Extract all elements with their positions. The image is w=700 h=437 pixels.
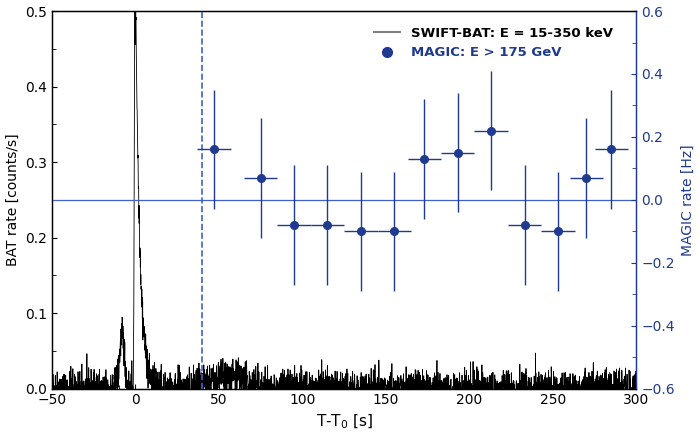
Legend: SWIFT-BAT: E = 15-350 keV, MAGIC: E > 175 GeV: SWIFT-BAT: E = 15-350 keV, MAGIC: E > 17…	[369, 21, 618, 65]
X-axis label: T-T$_0$ [s]: T-T$_0$ [s]	[316, 413, 372, 431]
Y-axis label: MAGIC rate [Hz]: MAGIC rate [Hz]	[680, 144, 694, 256]
Y-axis label: BAT rate [counts/s]: BAT rate [counts/s]	[6, 134, 20, 266]
